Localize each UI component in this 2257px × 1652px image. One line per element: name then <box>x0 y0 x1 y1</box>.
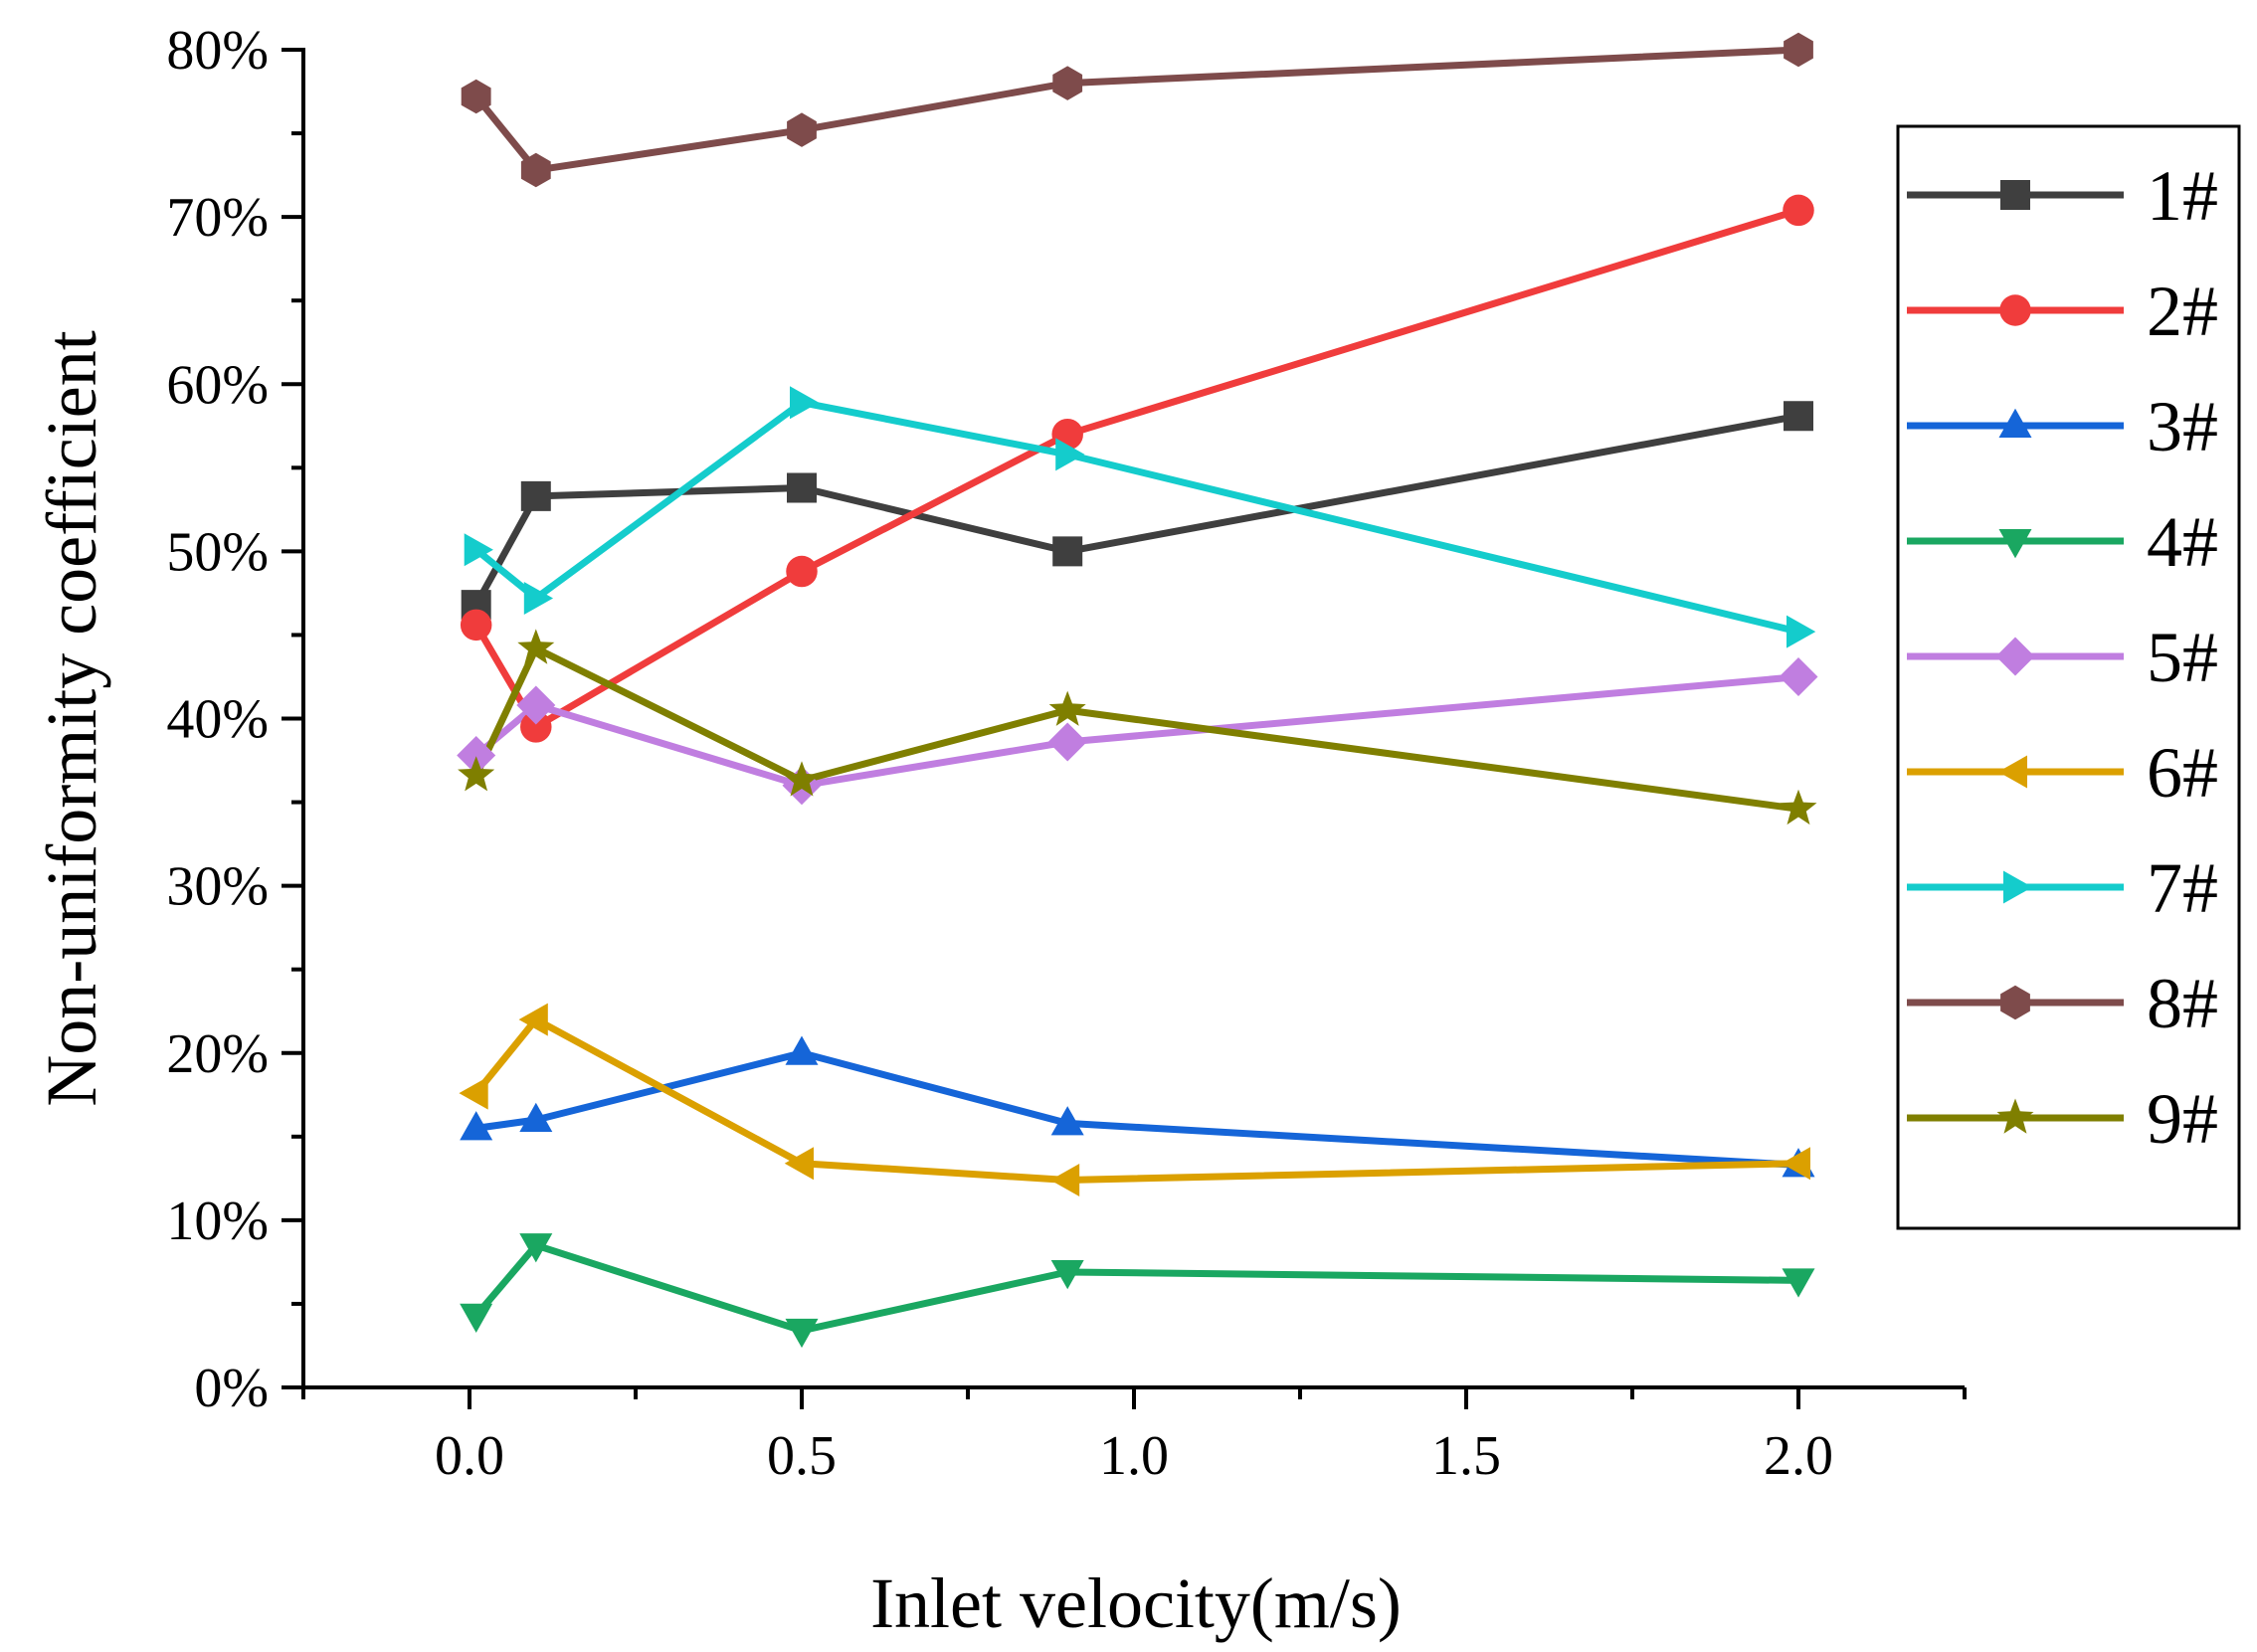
y-tick-label: 80% <box>166 20 269 82</box>
data-point-1 <box>1784 401 1813 432</box>
data-point-7 <box>523 581 554 615</box>
data-point-8 <box>1784 32 1813 68</box>
series-line-1 <box>472 412 1802 609</box>
data-point-2 <box>460 609 492 642</box>
data-point-9 <box>517 629 555 664</box>
series-line-5 <box>472 673 1802 790</box>
y-tick-label: 50% <box>166 521 269 583</box>
data-point-8 <box>461 79 491 114</box>
axes: 0% 10% 20% 30% 40% 50% 60% 70% 80% 0.0 0.5 1.0 1.5 2.… <box>166 20 1967 1487</box>
legend-marker <box>1998 408 2032 438</box>
data-point-2 <box>1783 194 1814 227</box>
legend-marker <box>1996 1098 2034 1134</box>
data-point-4 <box>785 1318 819 1349</box>
legend-marker <box>1999 294 2031 326</box>
x-tick-label: 0.5 <box>767 1425 837 1487</box>
data-point-6 <box>784 1147 814 1181</box>
legend-label-8: 8# <box>2147 964 2218 1043</box>
data-point-7 <box>1055 438 1085 471</box>
series-line-9 <box>472 644 1802 813</box>
series-line-4 <box>472 1241 1802 1335</box>
plot-series-lines <box>472 46 1802 1335</box>
data-point-1 <box>520 480 551 511</box>
series-line-7 <box>472 399 1802 636</box>
data-point-3 <box>785 1035 819 1065</box>
data-point-9 <box>1048 690 1086 726</box>
legend-marker <box>1997 755 2027 789</box>
data-point-9 <box>1780 789 1817 826</box>
data-point-9 <box>783 761 821 797</box>
x-tick-label: 0.0 <box>435 1425 504 1487</box>
y-tick-label: 10% <box>166 1191 269 1252</box>
data-point-3 <box>519 1102 553 1132</box>
y-tick-label: 0% <box>194 1358 269 1419</box>
x-axis-title: Inlet velocity(m/s) <box>870 1563 1402 1643</box>
data-point-7 <box>790 386 820 420</box>
data-point-4 <box>519 1233 553 1263</box>
data-point-6 <box>518 1003 548 1036</box>
y-tick-label: 30% <box>166 856 269 918</box>
legend-label-2: 2# <box>2147 272 2218 351</box>
legend-label-3: 3# <box>2147 387 2218 466</box>
data-point-5 <box>516 685 556 725</box>
data-point-8 <box>1052 66 1083 100</box>
data-point-5 <box>457 735 496 775</box>
series-line-3 <box>472 1049 1802 1169</box>
data-point-2 <box>786 555 818 588</box>
data-point-6 <box>1781 1147 1810 1181</box>
data-point-3 <box>1050 1106 1084 1136</box>
x-tick-label: 1.0 <box>1099 1425 1169 1487</box>
data-point-1 <box>1052 536 1083 567</box>
y-axis-title: Non-uniformity coefficient <box>32 330 111 1106</box>
legend-marker <box>2000 985 2030 1020</box>
data-point-7 <box>464 533 493 567</box>
legend-label-1: 1# <box>2147 156 2218 236</box>
data-point-1 <box>787 472 817 503</box>
legend-label-5: 5# <box>2147 618 2218 697</box>
y-tick-label: 70% <box>166 187 269 249</box>
data-point-7 <box>1787 615 1816 648</box>
data-point-6 <box>1049 1164 1080 1197</box>
data-point-2 <box>520 711 552 743</box>
y-tick-label: 60% <box>166 354 269 416</box>
data-point-3 <box>460 1111 493 1141</box>
x-tick-label: 2.0 <box>1764 1425 1833 1487</box>
data-point-8 <box>520 152 551 188</box>
data-point-4 <box>1050 1259 1084 1290</box>
data-point-5 <box>1779 656 1818 696</box>
y-tick-label: 20% <box>166 1023 269 1085</box>
data-point-8 <box>787 112 817 147</box>
legend-marker <box>2000 180 2030 210</box>
legend-marker <box>1995 637 2035 676</box>
data-point-4 <box>1782 1268 1815 1298</box>
legend-label-7: 7# <box>2147 848 2218 928</box>
legend-label-6: 6# <box>2147 733 2218 813</box>
legend-marker <box>1998 529 2032 559</box>
data-point-6 <box>459 1076 488 1110</box>
legend-label-9: 9# <box>2147 1079 2218 1159</box>
data-point-9 <box>458 756 495 792</box>
plot-series-markers <box>457 32 1818 1349</box>
y-tick-label: 40% <box>166 689 269 751</box>
data-point-4 <box>460 1303 493 1333</box>
legend-marker <box>2003 870 2033 904</box>
x-tick-label: 1.5 <box>1431 1425 1501 1487</box>
series-line-8 <box>472 46 1802 174</box>
legend: 1# 2# 3# 4# 5# 6# 7# 8# 9# <box>1896 124 2241 1230</box>
legend-label-4: 4# <box>2147 502 2218 582</box>
data-point-5 <box>1047 722 1087 762</box>
